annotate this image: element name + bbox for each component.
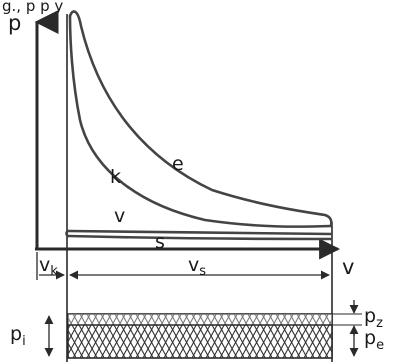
compression-label: k	[110, 166, 121, 188]
hatch-line	[31, 314, 55, 358]
clearance-volume-main: v	[39, 254, 50, 276]
intake-line	[68, 231, 331, 234]
hatch-line	[31, 314, 55, 358]
expansion-curve	[70, 11, 331, 226]
indicated-pressure-main: p	[10, 323, 22, 345]
hatch-line	[24, 314, 48, 358]
effective-pressure-main: p	[364, 327, 376, 349]
mean-pressure-rectangle	[24, 314, 395, 358]
intake-label: v	[114, 205, 125, 227]
effective-pressure-sub: e	[376, 338, 384, 353]
hatch-line	[339, 314, 363, 358]
hatch-line	[332, 314, 356, 358]
expansion-label: e	[172, 153, 184, 175]
pumping-pressure-sub: z	[376, 316, 383, 331]
compression-curve	[70, 16, 331, 227]
clearance-volume-sub: k	[50, 264, 58, 279]
hatch-line	[24, 314, 48, 358]
hatch-line	[332, 314, 356, 358]
pumping-loss-band	[68, 314, 332, 325]
exhaust-line	[68, 236, 331, 239]
y-axis-label: p	[8, 11, 21, 35]
stroke-volume-main: v	[188, 254, 199, 276]
hatch-line	[38, 314, 62, 358]
loop-left-cap	[67, 231, 69, 236]
indicated-pressure-sub: i	[22, 334, 26, 349]
stroke-volume-sub: s	[199, 264, 206, 279]
x-axis-label: v	[342, 255, 354, 279]
exhaust-label: s	[155, 231, 165, 253]
pumping-pressure-main: p	[364, 305, 376, 327]
hatch-line	[339, 314, 363, 358]
clearance-volume-label: vk	[39, 254, 58, 279]
hatch-line	[38, 314, 62, 358]
stroke-volume-label: vs	[188, 254, 206, 279]
indicated-pressure-label: pi	[10, 323, 26, 349]
